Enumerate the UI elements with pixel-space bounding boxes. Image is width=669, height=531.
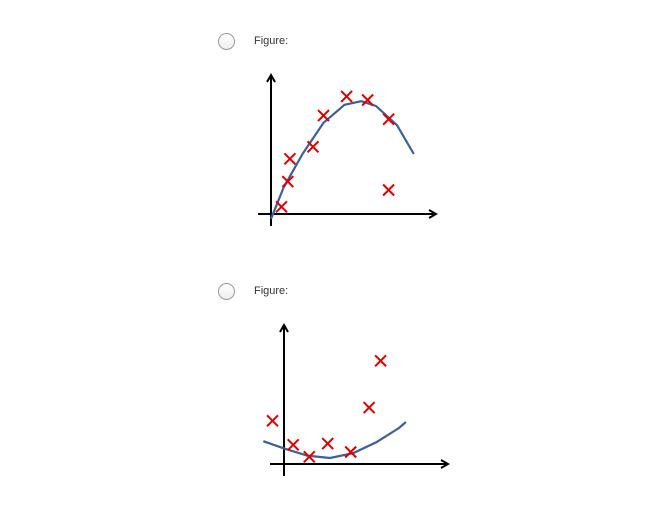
data-point-x-marker <box>361 93 374 107</box>
data-point-x-marker <box>344 445 357 459</box>
answer-option-row[interactable]: Figure: <box>218 283 638 303</box>
answer-option-2[interactable]: Figure: <box>218 283 638 483</box>
data-point-x-marker <box>321 437 334 450</box>
plot-area <box>269 90 415 220</box>
radio-button[interactable] <box>218 283 235 300</box>
data-point-x-marker <box>286 438 300 452</box>
data-point-x-marker <box>340 90 353 103</box>
scatter-chart <box>258 33 638 226</box>
answer-option-row[interactable]: Figure: <box>218 33 638 53</box>
radio-button[interactable] <box>218 33 235 50</box>
answer-option-1[interactable]: Figure: <box>218 33 638 233</box>
data-point-x-marker <box>317 109 330 122</box>
data-point-x-marker <box>362 401 376 414</box>
plot-area <box>262 354 407 464</box>
data-point-x-marker <box>382 183 395 197</box>
data-point-x-marker <box>275 200 288 214</box>
data-point-x-marker <box>306 140 320 154</box>
data-point-x-marker <box>382 112 395 126</box>
scatter-chart <box>262 283 638 476</box>
option-label: Figure: <box>254 285 289 297</box>
data-point-x-marker <box>283 152 297 166</box>
data-point-x-marker <box>281 175 295 188</box>
data-point-x-marker <box>266 414 279 428</box>
data-point-x-marker <box>303 450 316 464</box>
option-label: Figure: <box>254 35 289 47</box>
data-point-x-marker <box>374 354 387 368</box>
